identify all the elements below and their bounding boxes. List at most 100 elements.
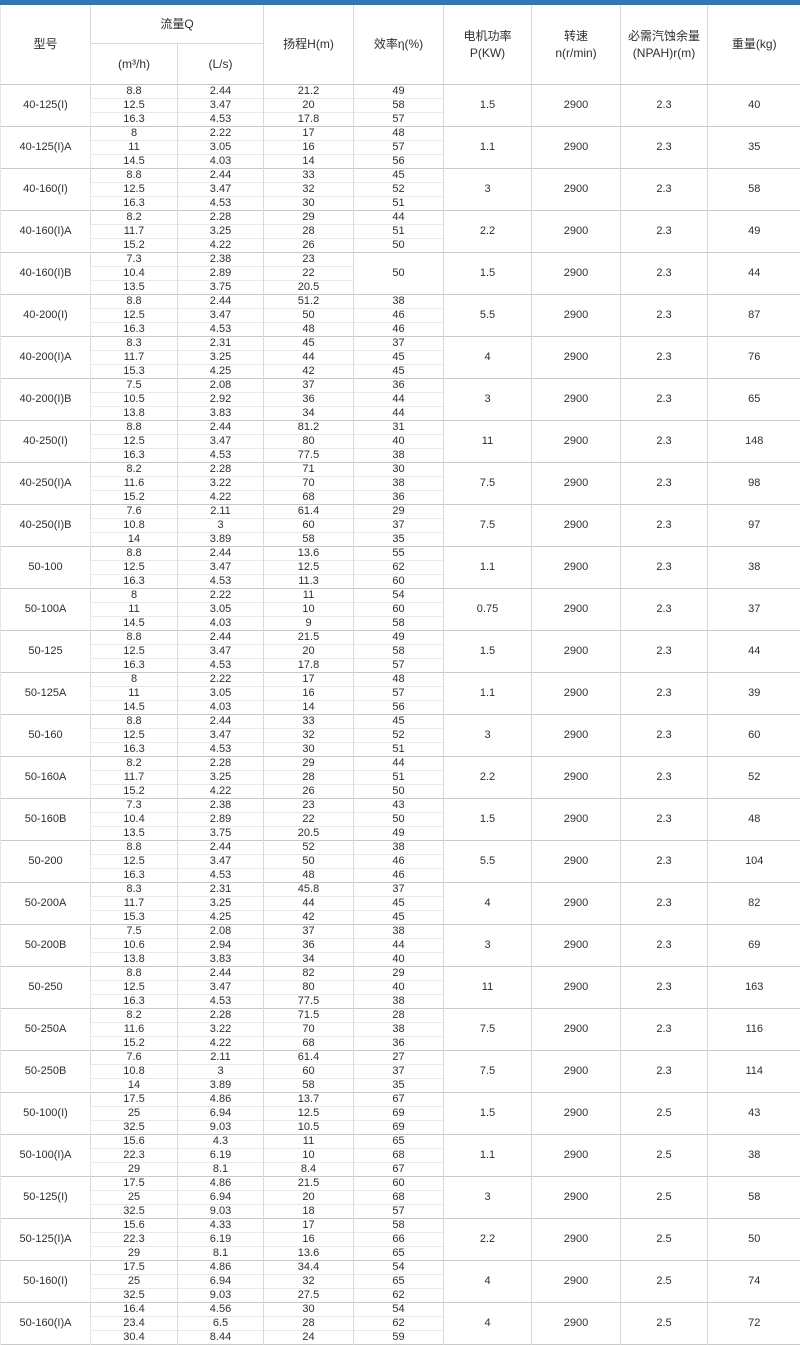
power-cell: 2.2	[444, 1219, 532, 1261]
flow-m3h-cell: 8.2	[91, 463, 178, 477]
flow-ls-cell: 2.11	[178, 505, 264, 519]
flow-m3h-cell: 16.3	[91, 449, 178, 463]
efficiency-cell: 36	[354, 491, 444, 505]
speed-cell: 2900	[532, 673, 621, 715]
flow-m3h-cell: 7.6	[91, 1051, 178, 1065]
model-cell: 50-250A	[1, 1009, 91, 1051]
weight-cell: 116	[708, 1009, 800, 1051]
flow-m3h-cell: 15.6	[91, 1135, 178, 1149]
flow-m3h-cell: 8.2	[91, 757, 178, 771]
flow-ls-cell: 3.47	[178, 99, 264, 113]
speed-cell: 2900	[532, 1177, 621, 1219]
model-cell: 40-200(I)A	[1, 337, 91, 379]
power-cell: 1.1	[444, 1135, 532, 1177]
efficiency-cell: 57	[354, 141, 444, 155]
npsh-cell: 2.3	[621, 253, 708, 295]
flow-m3h-cell: 10.5	[91, 393, 178, 407]
weight-cell: 40	[708, 85, 800, 127]
head-cell: 36	[264, 939, 354, 953]
model-cell: 50-160(I)A	[1, 1303, 91, 1345]
npsh-cell: 2.3	[621, 967, 708, 1009]
flow-ls-cell: 4.25	[178, 365, 264, 379]
head-cell: 68	[264, 491, 354, 505]
efficiency-cell: 58	[354, 1219, 444, 1233]
npsh-cell: 2.3	[621, 211, 708, 253]
efficiency-cell: 58	[354, 617, 444, 631]
speed-cell: 2900	[532, 421, 621, 463]
efficiency-cell: 65	[354, 1135, 444, 1149]
model-cell: 50-100(I)	[1, 1093, 91, 1135]
flow-m3h-cell: 10.8	[91, 1065, 178, 1079]
efficiency-cell: 45	[354, 715, 444, 729]
flow-m3h-cell: 14.5	[91, 155, 178, 169]
npsh-cell: 2.3	[621, 295, 708, 337]
efficiency-cell: 30	[354, 463, 444, 477]
head-cell: 9	[264, 617, 354, 631]
head-cell: 48	[264, 869, 354, 883]
speed-cell: 2900	[532, 631, 621, 673]
flow-ls-cell: 9.03	[178, 1205, 264, 1219]
head-cell: 16	[264, 141, 354, 155]
head-cell: 12.5	[264, 1107, 354, 1121]
flow-m3h-cell: 29	[91, 1163, 178, 1177]
flow-m3h-cell: 8.8	[91, 421, 178, 435]
head-cell: 13.6	[264, 1247, 354, 1261]
flow-m3h-cell: 15.2	[91, 1037, 178, 1051]
power-cell: 0.75	[444, 589, 532, 631]
flow-m3h-cell: 10.8	[91, 519, 178, 533]
flow-ls-cell: 4.53	[178, 659, 264, 673]
efficiency-cell: 36	[354, 379, 444, 393]
power-cell: 7.5	[444, 463, 532, 505]
flow-m3h-cell: 8	[91, 127, 178, 141]
head-cell: 60	[264, 1065, 354, 1079]
weight-cell: 104	[708, 841, 800, 883]
efficiency-cell: 51	[354, 743, 444, 757]
power-cell: 2.2	[444, 211, 532, 253]
flow-ls-cell: 4.22	[178, 491, 264, 505]
head-cell: 22	[264, 267, 354, 281]
flow-m3h-cell: 16.3	[91, 575, 178, 589]
power-cell: 7.5	[444, 1009, 532, 1051]
npsh-cell: 2.3	[621, 547, 708, 589]
speed-cell: 2900	[532, 1009, 621, 1051]
flow-ls-cell: 3.47	[178, 435, 264, 449]
flow-ls-cell: 4.53	[178, 197, 264, 211]
efficiency-cell: 48	[354, 127, 444, 141]
npsh-cell: 2.5	[621, 1261, 708, 1303]
header-speed-line2: n(r/min)	[532, 45, 620, 61]
npsh-cell: 2.3	[621, 925, 708, 967]
speed-cell: 2900	[532, 1219, 621, 1261]
weight-cell: 98	[708, 463, 800, 505]
head-cell: 30	[264, 1303, 354, 1317]
model-cell: 50-200	[1, 841, 91, 883]
efficiency-cell: 44	[354, 211, 444, 225]
flow-ls-cell: 2.38	[178, 799, 264, 813]
header-npsh-line1: 必需汽蚀余量	[621, 28, 707, 44]
flow-m3h-cell: 12.5	[91, 183, 178, 197]
npsh-cell: 2.3	[621, 1009, 708, 1051]
head-cell: 50	[264, 309, 354, 323]
power-cell: 1.1	[444, 673, 532, 715]
efficiency-cell: 57	[354, 687, 444, 701]
head-cell: 36	[264, 393, 354, 407]
efficiency-cell: 58	[354, 645, 444, 659]
flow-ls-cell: 2.44	[178, 547, 264, 561]
flow-m3h-cell: 16.4	[91, 1303, 178, 1317]
efficiency-cell: 29	[354, 505, 444, 519]
flow-ls-cell: 4.53	[178, 995, 264, 1009]
flow-ls-cell: 4.22	[178, 239, 264, 253]
head-cell: 32	[264, 729, 354, 743]
efficiency-cell: 67	[354, 1163, 444, 1177]
power-cell: 1.5	[444, 85, 532, 127]
efficiency-cell: 37	[354, 519, 444, 533]
flow-m3h-cell: 30.4	[91, 1331, 178, 1345]
model-cell: 50-200A	[1, 883, 91, 925]
power-cell: 1.5	[444, 253, 532, 295]
efficiency-cell: 57	[354, 113, 444, 127]
efficiency-cell: 59	[354, 1331, 444, 1345]
